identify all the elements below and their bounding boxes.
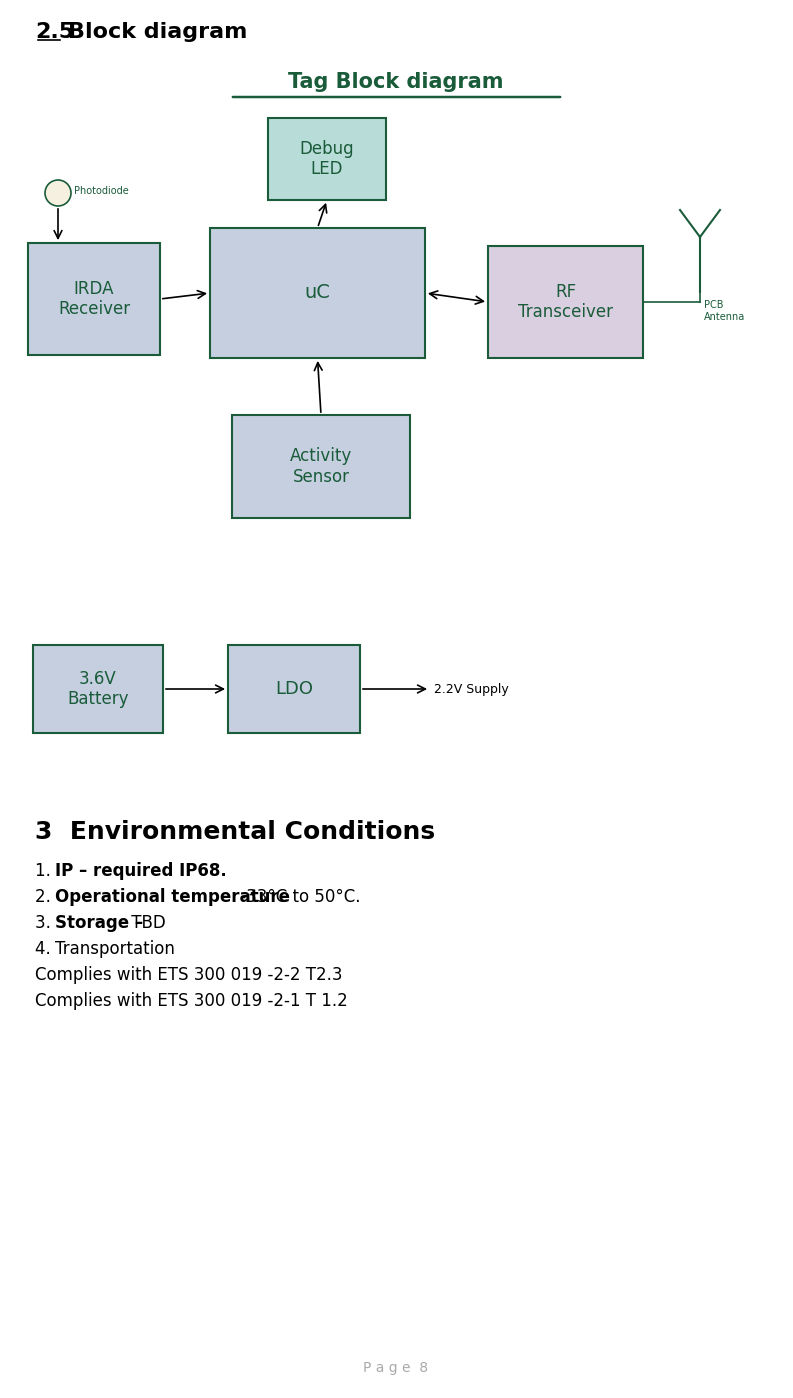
FancyBboxPatch shape <box>28 243 160 355</box>
Text: -33°C to 50°C.: -33°C to 50°C. <box>235 888 360 906</box>
Text: Complies with ETS 300 019 -2-1 T 1.2: Complies with ETS 300 019 -2-1 T 1.2 <box>35 993 348 1009</box>
Text: Transportation: Transportation <box>56 939 175 958</box>
FancyBboxPatch shape <box>232 415 410 519</box>
Text: IRDA
Receiver: IRDA Receiver <box>58 280 130 319</box>
Text: Storage –: Storage – <box>56 914 144 932</box>
Circle shape <box>45 180 71 206</box>
Text: 3  Environmental Conditions: 3 Environmental Conditions <box>35 821 435 844</box>
Text: Photodiode: Photodiode <box>74 186 128 196</box>
FancyBboxPatch shape <box>488 246 643 358</box>
Text: TBD: TBD <box>125 914 166 932</box>
Text: Activity
Sensor: Activity Sensor <box>290 447 352 487</box>
Text: 1.: 1. <box>35 863 56 879</box>
Text: Debug
LED: Debug LED <box>300 140 354 179</box>
FancyBboxPatch shape <box>33 644 163 733</box>
FancyBboxPatch shape <box>210 228 425 358</box>
Text: Block diagram: Block diagram <box>68 22 247 42</box>
Text: 3.: 3. <box>35 914 56 932</box>
Text: 2.5: 2.5 <box>35 22 74 42</box>
FancyBboxPatch shape <box>268 117 386 200</box>
Text: RF
Transceiver: RF Transceiver <box>518 282 613 322</box>
Text: LDO: LDO <box>275 679 313 698</box>
Text: uC: uC <box>305 284 331 302</box>
Text: Complies with ETS 300 019 -2-2 T2.3: Complies with ETS 300 019 -2-2 T2.3 <box>35 966 343 984</box>
FancyBboxPatch shape <box>228 644 360 733</box>
Text: 2.2V Supply: 2.2V Supply <box>434 682 509 695</box>
Text: 3.6V
Battery: 3.6V Battery <box>67 670 128 709</box>
Text: Tag Block diagram: Tag Block diagram <box>288 73 504 92</box>
Text: P a g e  8: P a g e 8 <box>363 1362 428 1376</box>
Text: IP – required IP68.: IP – required IP68. <box>56 863 227 879</box>
Text: 4.: 4. <box>35 939 56 958</box>
Text: 2.: 2. <box>35 888 56 906</box>
Text: Operational temperature: Operational temperature <box>56 888 290 906</box>
Text: PCB
Antenna: PCB Antenna <box>704 301 745 322</box>
